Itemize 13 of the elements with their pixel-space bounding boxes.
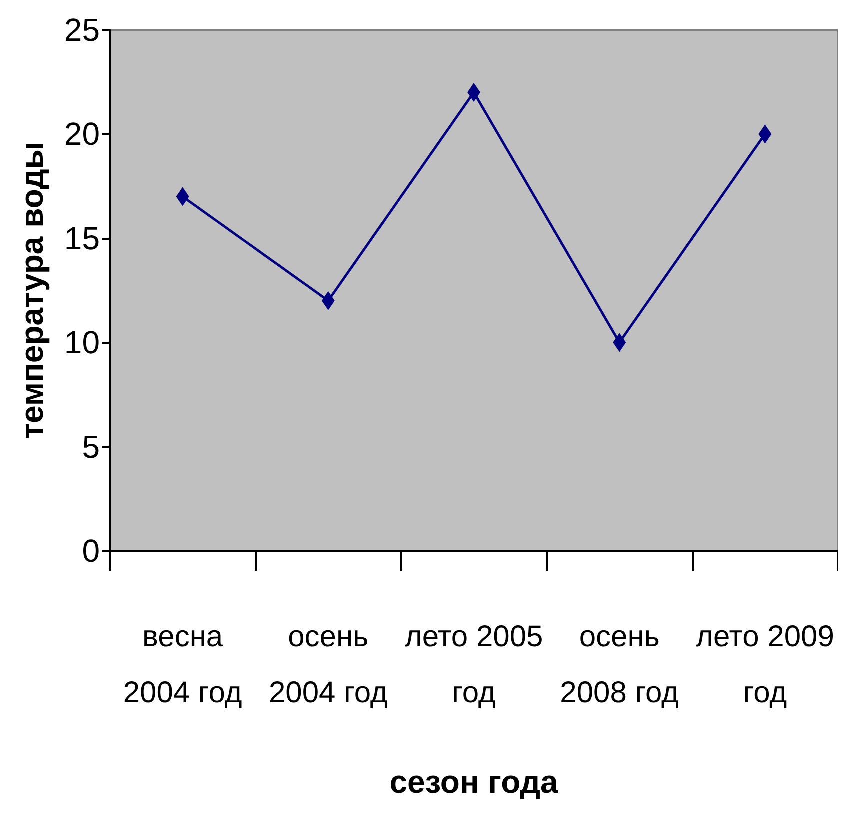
y-tick-label: 0: [82, 533, 100, 569]
y-tick-label: 10: [64, 324, 100, 361]
x-tick-label: лето 2005 год: [404, 620, 544, 710]
y-tick-label: 20: [64, 116, 100, 152]
x-tick-label: осень 2004 год: [268, 620, 388, 710]
x-tick-label: весна 2004 год: [123, 620, 242, 710]
y-tick-label: 25: [64, 12, 100, 48]
x-tick-label: лето 2009 год: [696, 620, 834, 710]
x-axis-title: сезон года: [390, 764, 559, 800]
x-tick-label: осень 2008 год: [560, 620, 680, 710]
y-tick-label: 15: [64, 220, 100, 256]
y-axis-title: температура воды: [14, 142, 50, 440]
y-tick-label: 5: [82, 428, 100, 465]
